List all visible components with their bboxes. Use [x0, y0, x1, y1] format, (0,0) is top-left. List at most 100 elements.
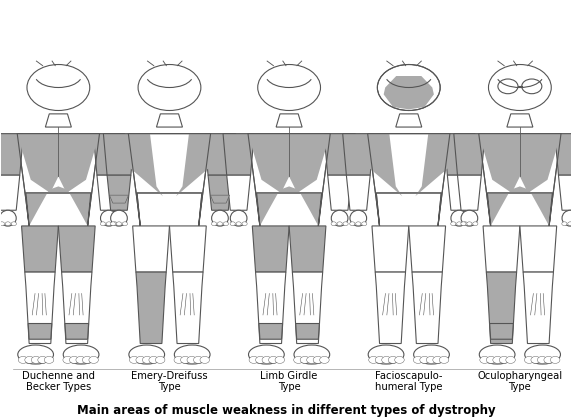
Circle shape — [242, 222, 247, 226]
Circle shape — [433, 357, 442, 363]
Polygon shape — [367, 134, 450, 226]
Ellipse shape — [101, 210, 117, 226]
Polygon shape — [458, 175, 481, 210]
Polygon shape — [367, 134, 402, 196]
Circle shape — [155, 357, 165, 363]
Polygon shape — [555, 134, 575, 175]
Circle shape — [262, 357, 271, 363]
Ellipse shape — [110, 210, 127, 226]
Circle shape — [76, 357, 86, 363]
Circle shape — [269, 357, 278, 363]
Circle shape — [122, 222, 128, 226]
Polygon shape — [409, 226, 446, 272]
Polygon shape — [204, 134, 236, 175]
Circle shape — [331, 222, 336, 226]
Circle shape — [562, 222, 567, 226]
Polygon shape — [17, 134, 99, 193]
Polygon shape — [479, 134, 561, 193]
Circle shape — [187, 357, 197, 363]
Ellipse shape — [294, 345, 329, 364]
Circle shape — [136, 357, 145, 363]
Polygon shape — [28, 323, 52, 339]
Circle shape — [223, 222, 228, 226]
Polygon shape — [0, 134, 24, 175]
Polygon shape — [523, 272, 553, 344]
Circle shape — [568, 222, 573, 226]
Polygon shape — [248, 134, 330, 193]
Polygon shape — [256, 186, 321, 226]
Ellipse shape — [331, 210, 348, 226]
Ellipse shape — [212, 210, 228, 226]
Polygon shape — [255, 272, 286, 344]
Polygon shape — [156, 114, 182, 127]
Ellipse shape — [350, 210, 367, 226]
Polygon shape — [21, 226, 59, 272]
Text: Main areas of muscle weakness in different types of dystrophy: Main areas of muscle weakness in differe… — [77, 404, 496, 417]
Circle shape — [31, 357, 41, 363]
Polygon shape — [172, 272, 203, 344]
Text: Limb Girdle
Type: Limb Girdle Type — [260, 370, 318, 392]
Ellipse shape — [413, 345, 450, 364]
Circle shape — [194, 357, 203, 363]
Circle shape — [255, 357, 265, 363]
Circle shape — [112, 222, 117, 226]
Circle shape — [489, 65, 551, 110]
Polygon shape — [223, 134, 254, 175]
Circle shape — [382, 357, 391, 363]
Ellipse shape — [562, 210, 575, 226]
Circle shape — [217, 222, 223, 226]
Circle shape — [300, 357, 310, 363]
Circle shape — [377, 65, 440, 110]
Polygon shape — [0, 175, 20, 210]
Polygon shape — [276, 114, 302, 127]
Circle shape — [457, 222, 462, 226]
Circle shape — [200, 357, 209, 363]
Polygon shape — [372, 226, 409, 272]
Text: Duchenne and
Becker Types: Duchenne and Becker Types — [22, 370, 95, 392]
Circle shape — [129, 357, 139, 363]
Circle shape — [106, 222, 112, 226]
Ellipse shape — [461, 210, 478, 226]
Polygon shape — [59, 226, 95, 272]
Circle shape — [467, 222, 472, 226]
Circle shape — [550, 357, 560, 363]
Circle shape — [174, 357, 183, 363]
Circle shape — [451, 222, 456, 226]
Polygon shape — [447, 175, 471, 210]
Polygon shape — [454, 134, 485, 175]
Circle shape — [350, 222, 355, 226]
Ellipse shape — [231, 210, 247, 226]
Circle shape — [294, 357, 303, 363]
Polygon shape — [292, 272, 323, 344]
Circle shape — [5, 222, 10, 226]
Polygon shape — [324, 134, 355, 175]
Circle shape — [82, 357, 92, 363]
Circle shape — [89, 357, 98, 363]
Circle shape — [343, 222, 348, 226]
Polygon shape — [507, 114, 533, 127]
Polygon shape — [289, 226, 326, 272]
Circle shape — [44, 357, 54, 363]
Circle shape — [230, 222, 235, 226]
Polygon shape — [490, 323, 513, 339]
Circle shape — [531, 357, 540, 363]
Circle shape — [306, 357, 316, 363]
Ellipse shape — [0, 210, 16, 226]
Polygon shape — [384, 76, 434, 109]
Circle shape — [63, 357, 72, 363]
Polygon shape — [45, 114, 71, 127]
Polygon shape — [176, 134, 210, 196]
Circle shape — [337, 222, 342, 226]
Circle shape — [275, 357, 285, 363]
Ellipse shape — [525, 345, 561, 364]
Ellipse shape — [451, 210, 467, 226]
Circle shape — [375, 357, 385, 363]
Circle shape — [38, 357, 47, 363]
Circle shape — [426, 357, 436, 363]
Circle shape — [0, 222, 5, 226]
Circle shape — [544, 357, 553, 363]
Polygon shape — [109, 195, 128, 203]
Text: Oculopharyngeal
Type: Oculopharyngeal Type — [477, 370, 562, 392]
Circle shape — [538, 357, 547, 363]
Circle shape — [212, 222, 217, 226]
